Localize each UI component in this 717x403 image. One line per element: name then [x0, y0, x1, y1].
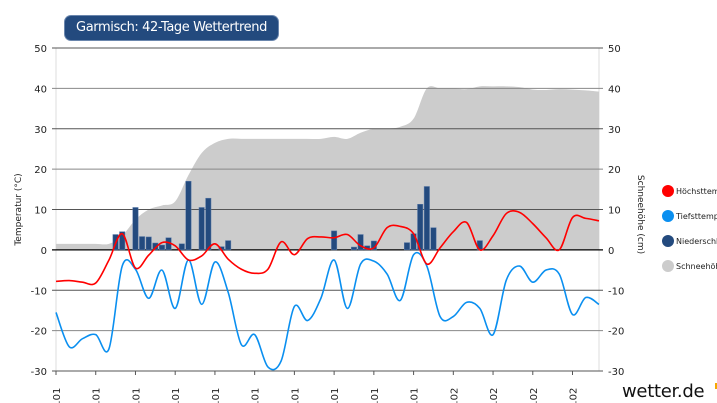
chart-title: Garmisch: 42-Tage Wettertrend: [65, 16, 278, 40]
snow-depth-area: [56, 86, 599, 250]
x-tick-label: 25.01: [330, 388, 341, 403]
legend-label: Höchsttem: [676, 186, 717, 196]
x-tick-label: 12.02: [569, 388, 580, 403]
y2-tick-label: -10: [608, 286, 624, 297]
x-tick-label: 03.02: [449, 388, 460, 403]
y2-tick-label: 50: [608, 44, 621, 55]
precipitation-bar: [198, 207, 205, 251]
y-tick-label: -30: [31, 367, 47, 378]
precipitation-bar: [139, 236, 146, 251]
y-tick-label: 30: [34, 125, 47, 136]
y2-tick-label: 0: [608, 246, 614, 257]
precipitation-bar: [357, 234, 364, 251]
precipitation-bar: [404, 242, 410, 251]
x-tick-label: 07.01: [92, 388, 103, 403]
y2-tick-label: -30: [608, 367, 624, 378]
max-temp-line: [55, 210, 600, 286]
precipitation-bar: [145, 236, 152, 251]
legend-label: Schneehöh: [676, 261, 717, 271]
x-tick-label: 06.02: [489, 388, 500, 403]
y-tick-label: 10: [34, 206, 47, 217]
legend-item-max-temp[interactable]: Höchsttem: [662, 183, 717, 199]
precipitation-bar: [331, 230, 338, 251]
x-tick-label: 10.01: [131, 388, 142, 403]
legend-item-min-temp[interactable]: Tiefsttemp: [662, 208, 717, 224]
precipitation-bar: [185, 180, 192, 251]
x-tick-label: 04.01: [52, 388, 63, 403]
x-tick-label: 13.01: [171, 388, 182, 403]
y2-axis-title: Schneehöhe (cm): [635, 175, 645, 254]
wetter-de-logo[interactable]: wetter.de: [622, 381, 705, 402]
precipitation-bar: [430, 227, 437, 251]
legend-dot-icon: [662, 235, 674, 247]
legend-item-snow-depth[interactable]: Schneehöh: [662, 258, 717, 274]
precipitation-bar: [119, 231, 126, 251]
y-tick-label: 20: [34, 165, 47, 176]
min-temp-line: [55, 251, 600, 371]
y-tick-label: -20: [31, 327, 47, 338]
legend-dot-icon: [662, 210, 674, 222]
x-tick-label: 31.01: [410, 388, 421, 403]
x-tick-label: 16.01: [211, 388, 222, 403]
precipitation-bar: [132, 207, 139, 251]
legend-dot-icon: [662, 185, 674, 197]
y-tick-label: 0: [41, 246, 47, 257]
y2-tick-label: 40: [608, 84, 621, 95]
y2-tick-label: 30: [608, 125, 621, 136]
legend-dot-icon: [662, 260, 674, 272]
precipitation-bar: [225, 240, 232, 251]
x-tick-label: 19.01: [251, 388, 262, 403]
precipitation-bar: [152, 242, 159, 251]
precipitation-bar: [205, 197, 212, 251]
x-tick-label: 22.01: [290, 388, 301, 403]
legend-item-precipitation[interactable]: Niederschl: [662, 233, 717, 249]
precipitation-bar: [423, 186, 430, 251]
precipitation-bar: [351, 246, 357, 251]
y-tick-label: -10: [31, 286, 47, 297]
x-tick-label: 09.02: [529, 388, 540, 403]
y2-tick-label: -20: [608, 327, 624, 338]
logo-accent: [715, 383, 717, 389]
precipitation-bar: [159, 244, 165, 251]
precipitation-bar: [178, 243, 185, 251]
y2-tick-label: 10: [608, 206, 621, 217]
y2-tick-label: 20: [608, 165, 621, 176]
legend-label: Niederschl: [676, 236, 717, 246]
x-tick-label: 28.01: [370, 388, 381, 403]
legend-label: Tiefsttemp: [676, 211, 717, 221]
y-tick-label: 40: [34, 84, 47, 95]
y-axis-title: Temperatur (°C): [14, 173, 24, 246]
legend: Höchsttem Tiefsttemp Niederschl Schneehö…: [662, 183, 717, 283]
y-tick-label: 50: [34, 44, 47, 55]
